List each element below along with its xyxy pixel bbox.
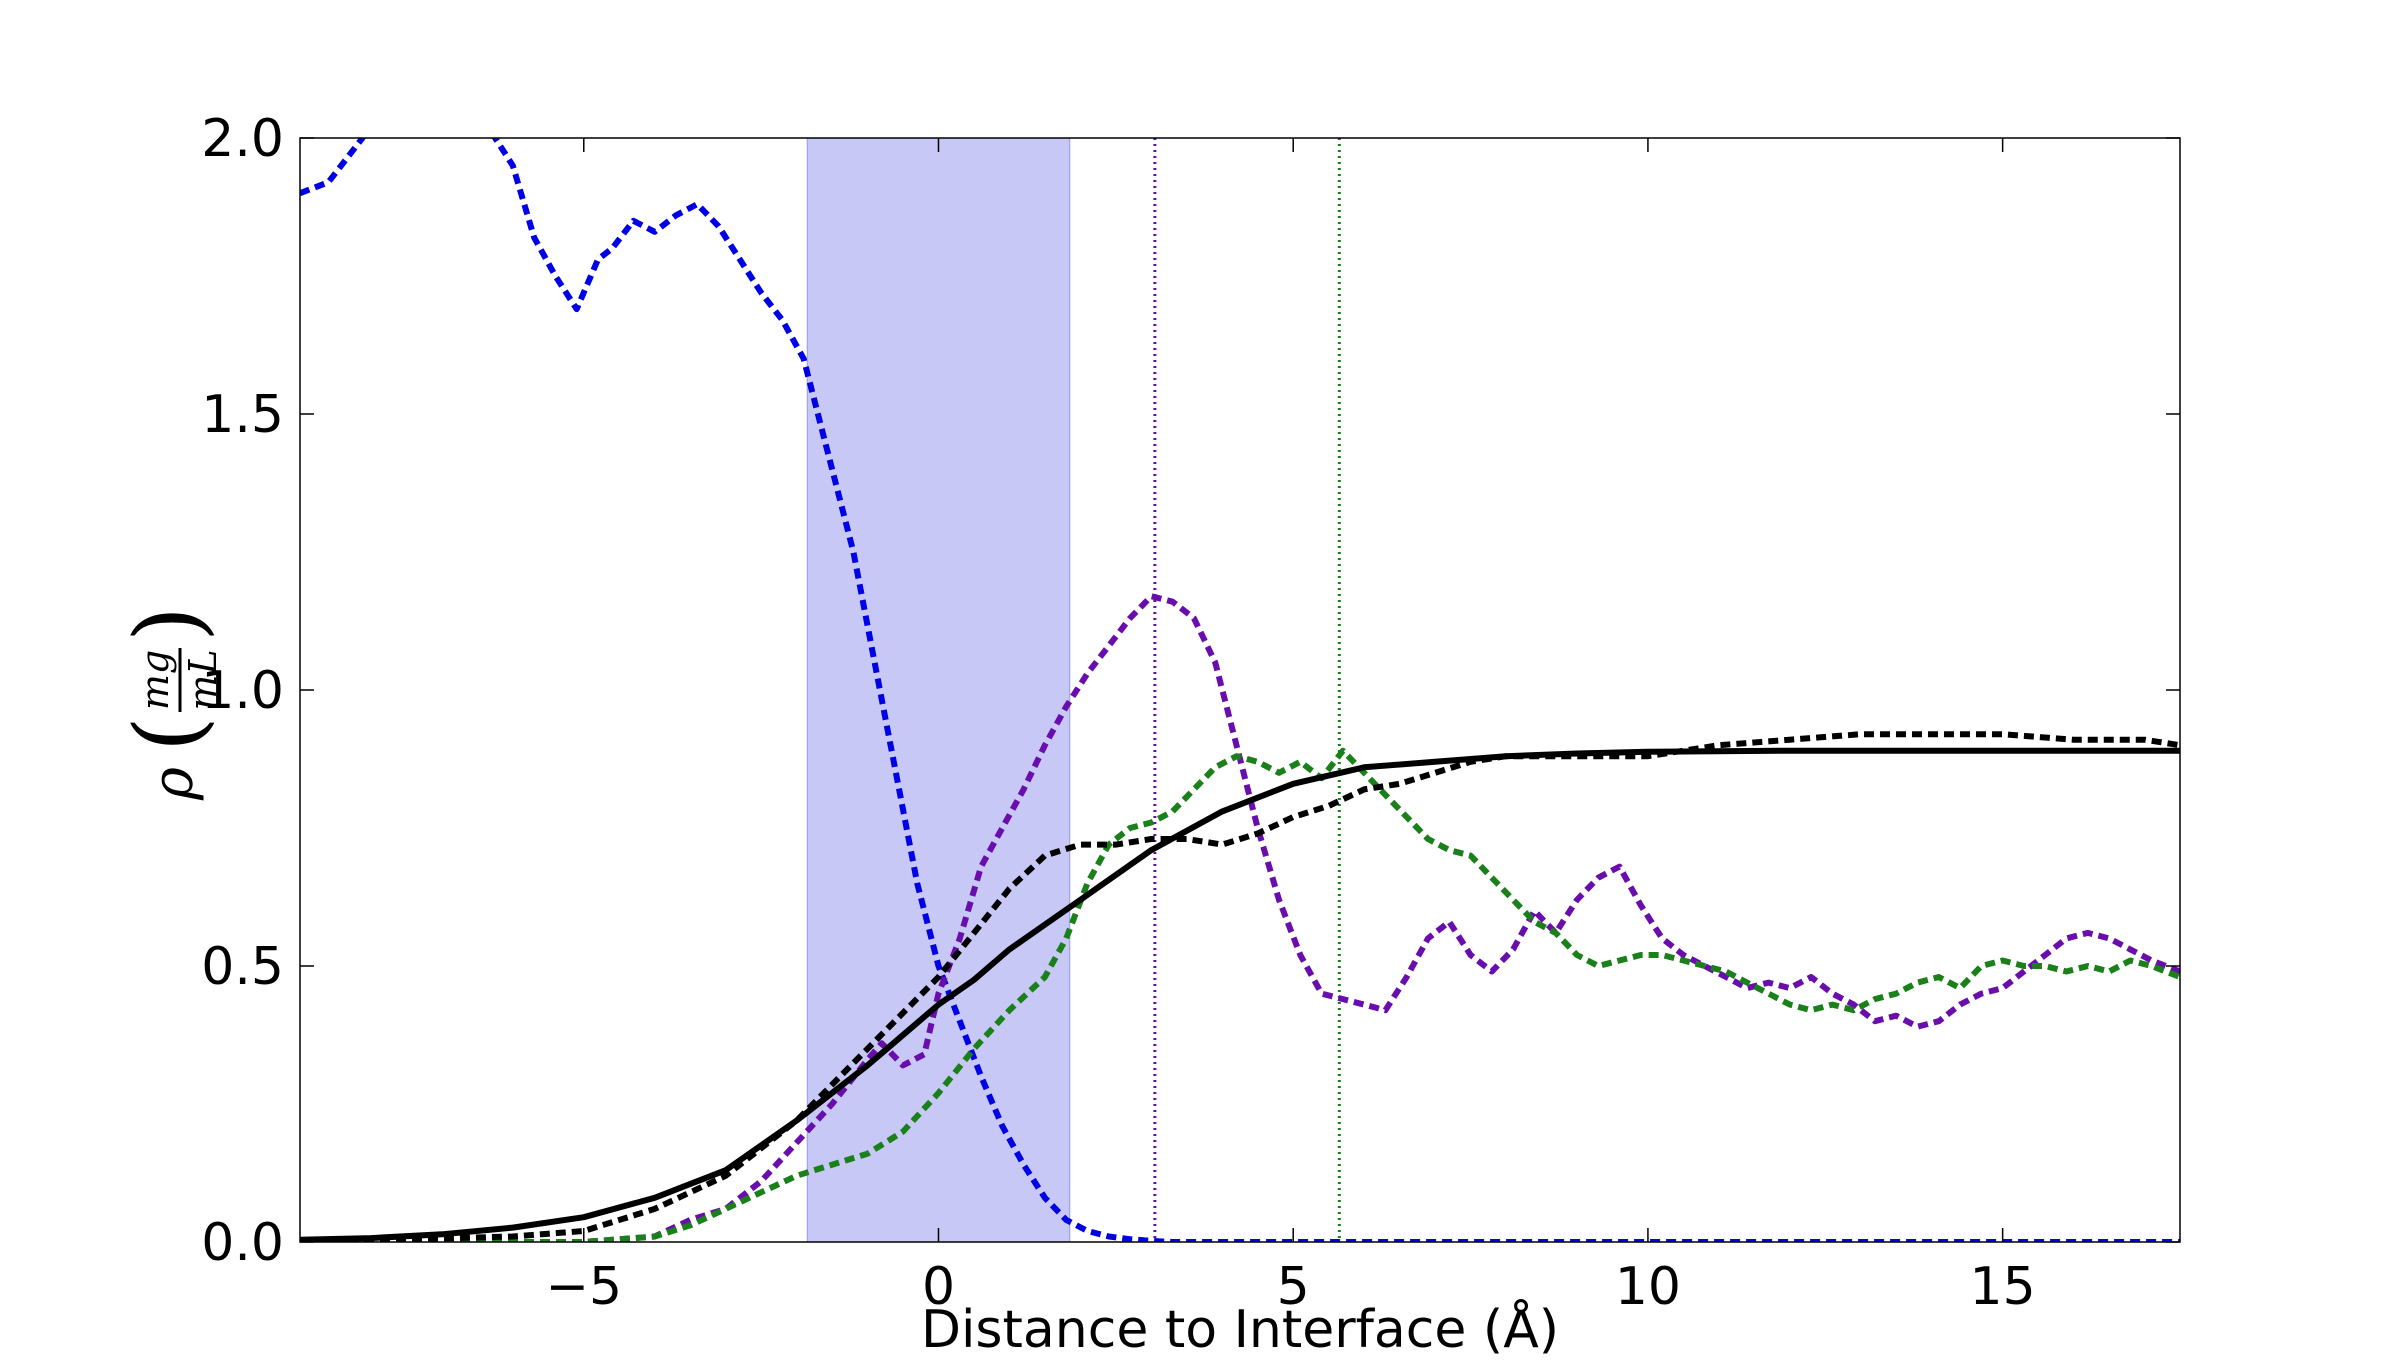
y-tick-label-3: 1.0: [201, 661, 284, 721]
y-axis-open-paren: (: [115, 716, 222, 752]
y-axis-symbol: ρ: [141, 767, 206, 801]
y-tick-label-1: 0.0: [201, 1213, 284, 1273]
series-line-4: [300, 731, 2180, 1242]
series-line-3: [300, 747, 2180, 1242]
x-axis-title: Distance to Interface (Å): [921, 1298, 1559, 1360]
y-tick-label-5: 2.0: [201, 109, 284, 169]
series-line-2: [300, 593, 2180, 1242]
shaded-region-layer: [806, 137, 1071, 1243]
y-tick-label-2: 0.5: [201, 937, 284, 997]
x-tick-label-1: −5: [545, 1257, 622, 1317]
y-axis-close-paren: ): [115, 606, 222, 642]
x-tick-labels: −5 0 5 10 15: [545, 1257, 2035, 1317]
y-tick-labels: 0.0 0.5 1.0 1.5 2.0: [201, 109, 284, 1273]
series-layer: [300, 138, 2180, 1242]
interface-shaded-region: [806, 137, 1071, 1243]
y-tick-label-4: 1.5: [201, 385, 284, 445]
series-line-1: [300, 138, 2180, 1242]
series-line-5: [300, 747, 2180, 1242]
y-axis-denominator: mL: [181, 649, 225, 710]
x-tick-label-4: 10: [1615, 1257, 1681, 1317]
tick-layer: [300, 137, 2180, 1243]
y-axis-title: ρ ( mg mL ): [115, 606, 225, 801]
x-tick-label-5: 15: [1970, 1257, 2036, 1317]
y-axis-numerator: mg: [133, 650, 177, 710]
x-tick-label-3: 5: [1277, 1257, 1310, 1317]
vertical-lines-layer: [1153, 138, 1341, 1242]
x-tick-label-2: 0: [922, 1257, 955, 1317]
